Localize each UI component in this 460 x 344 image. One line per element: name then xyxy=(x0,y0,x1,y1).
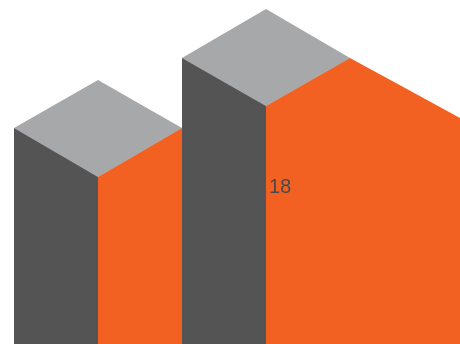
graphic-label: 18 xyxy=(269,176,291,198)
tall-block xyxy=(182,9,460,344)
tall-block-right-face xyxy=(266,58,460,344)
short-block-right-face xyxy=(98,128,182,344)
short-block-top-face xyxy=(14,80,182,177)
tall-block-left-face xyxy=(182,58,266,344)
tall-block-top-face xyxy=(182,9,350,106)
short-block xyxy=(14,80,182,344)
short-block-left-face xyxy=(14,128,98,344)
